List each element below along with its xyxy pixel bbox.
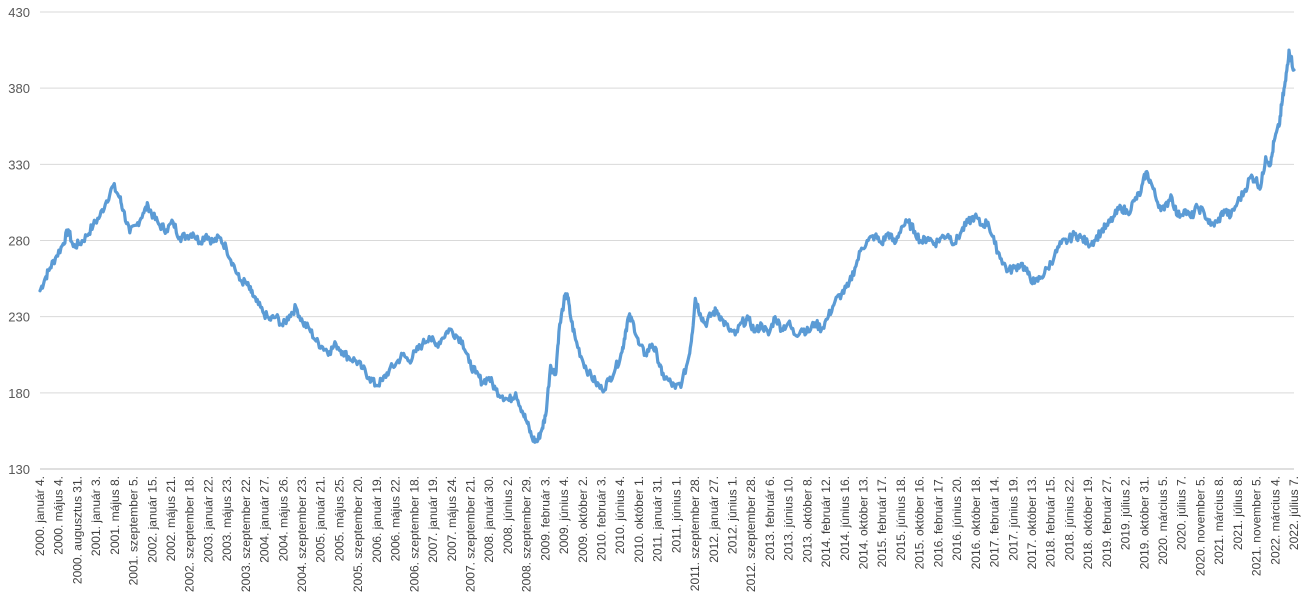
x-tick-label: 2017. június 19.: [1006, 476, 1020, 561]
x-tick-label: 2022. július 7.: [1287, 476, 1301, 550]
x-tick-label: 2014. február 12.: [819, 476, 833, 567]
x-tick-label: 2016. február 17.: [931, 476, 945, 567]
x-tick-label: 2014. június 16.: [838, 476, 852, 561]
y-tick-label: 230: [8, 310, 30, 325]
x-tick-label: 2006. május 22.: [389, 476, 403, 561]
x-tick-label: 2022. március 4.: [1268, 476, 1282, 565]
x-tick-label: 2021. november 5.: [1250, 476, 1264, 576]
x-tick-label: 2016. október 18.: [969, 476, 983, 569]
x-tick-label: 2013. október 8.: [800, 476, 814, 563]
x-tick-label: 2007. szeptember 21.: [463, 476, 477, 592]
x-tick-label: 2016. június 20.: [950, 476, 964, 561]
x-tick-label: 2012. szeptember 28.: [744, 476, 758, 592]
y-axis-tick-labels: 130 180 230 280 330 380 430: [8, 5, 30, 477]
y-tick-label: 130: [8, 462, 30, 477]
x-tick-label: 2011. június 1.: [669, 476, 683, 553]
x-tick-label: 2011. szeptember 28.: [688, 476, 702, 591]
x-tick-label: 2005. január 21.: [314, 476, 328, 563]
x-tick-label: 2006. január 19.: [370, 476, 384, 563]
x-tick-label: 2013. június 10.: [782, 476, 796, 561]
x-tick-label: 2018. február 15.: [1044, 476, 1058, 567]
x-tick-label: 2000. augusztus 31.: [70, 476, 84, 584]
x-tick-label: 2007. január 19.: [426, 476, 440, 563]
x-tick-label: 2007. május 24.: [445, 476, 459, 561]
x-tick-label: 2006. szeptember 18.: [407, 476, 421, 592]
x-tick-label: 2018. október 19.: [1081, 476, 1095, 569]
x-tick-label: 2015. június 18.: [894, 476, 908, 561]
x-tick-label: 2002. január 15.: [145, 476, 159, 563]
x-tick-label: 2009. október 2.: [576, 476, 590, 563]
x-tick-label: 2005. szeptember 20.: [351, 476, 365, 592]
x-tick-label: 2010. október 1.: [632, 476, 646, 563]
x-tick-label: 2017. február 14.: [988, 476, 1002, 567]
y-tick-label: 280: [8, 234, 30, 249]
x-tick-label: 2004. január 27.: [258, 476, 272, 563]
x-tick-label: 2008. szeptember 29.: [520, 476, 534, 592]
x-tick-label: 2013. február 6.: [763, 476, 777, 561]
x-tick-label: 2010. június 4.: [613, 476, 627, 554]
x-tick-label: 2009. június 4.: [557, 476, 571, 554]
x-tick-label: 2004. szeptember 23.: [295, 476, 309, 592]
x-tick-label: 2002. szeptember 18.: [183, 476, 197, 592]
x-tick-label: 2000. január 4.: [33, 476, 47, 556]
x-tick-label: 2003. szeptember 22.: [239, 476, 253, 592]
x-tick-label: 2000. május 4.: [52, 476, 66, 555]
x-tick-label: 2009. február 3.: [538, 476, 552, 561]
x-tick-label: 2014. október 13.: [857, 476, 871, 569]
y-tick-label: 330: [8, 157, 30, 172]
y-tick-label: 380: [8, 81, 30, 96]
x-tick-label: 2011. január 31.: [651, 476, 665, 562]
x-tick-label: 2004. május 26.: [276, 476, 290, 561]
x-tick-label: 2020. március 5.: [1156, 476, 1170, 565]
x-tick-label: 2001. május 8.: [108, 476, 122, 555]
y-tick-label: 430: [8, 5, 30, 20]
x-tick-label: 2015. október 16.: [913, 476, 927, 569]
x-tick-label: 2010. február 3.: [594, 476, 608, 561]
x-tick-label: 2019. július 2.: [1119, 476, 1133, 550]
x-tick-label: 2018. június 22.: [1062, 476, 1076, 561]
gridlines: [40, 11, 1294, 470]
x-tick-label: 2021. július 8.: [1231, 476, 1245, 550]
series-line: [38, 48, 1296, 444]
x-tick-label: 2008. január 30.: [482, 476, 496, 563]
x-tick-label: 2019. október 31.: [1137, 476, 1151, 569]
x-tick-label: 2012. június 1.: [726, 476, 740, 554]
x-tick-label: 2005. május 25.: [332, 476, 346, 561]
x-tick-label: 2015. február 17.: [875, 476, 889, 567]
x-tick-label: 2021. március 8.: [1212, 476, 1226, 565]
x-tick-label: 2017. október 13.: [1025, 476, 1039, 569]
x-tick-label: 2003. január 22.: [201, 476, 215, 563]
x-tick-label: 2001. január 3.: [89, 476, 103, 556]
y-tick-label: 180: [8, 386, 30, 401]
x-tick-label: 2019. február 27.: [1100, 476, 1114, 567]
series-layer: [38, 48, 1296, 444]
x-tick-label: 2008. június 2.: [501, 476, 515, 554]
x-tick-label: 2001. szeptember 5.: [127, 476, 141, 585]
x-axis-tick-labels: 2000. január 4. 2000. május 4. 2000. augus…: [33, 476, 1301, 592]
x-tick-label: 2020. november 5.: [1193, 476, 1207, 576]
x-tick-label: 2003. május 23.: [220, 476, 234, 561]
x-tick-label: 2020. július 7.: [1175, 476, 1189, 550]
x-tick-label: 2012. január 27.: [707, 476, 721, 563]
x-tick-label: 2002. május 21.: [164, 476, 178, 561]
